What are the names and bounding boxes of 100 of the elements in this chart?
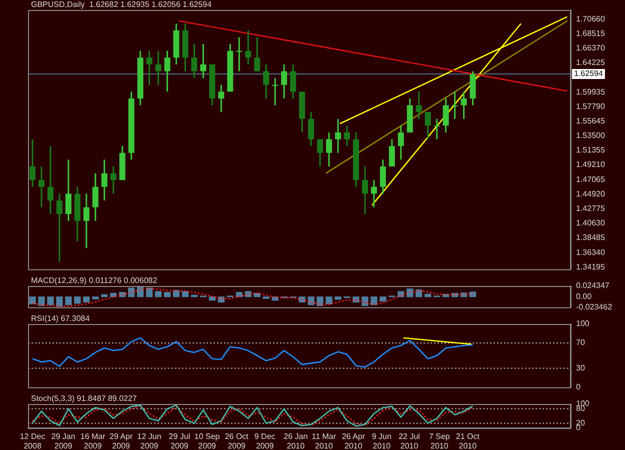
x-tick-label: 26 Apr 2010 (342, 432, 366, 450)
candlestick (380, 158, 386, 194)
x-tick-label: 10 Sep 2009 (194, 432, 220, 450)
candlestick (281, 64, 288, 100)
y-tick-label: 1.34195 (576, 262, 606, 272)
chart-title: RSI(14) 67.3084 (31, 314, 90, 324)
y-tick-label: 1.57790 (576, 102, 606, 111)
candlestick (424, 111, 431, 140)
candlestick (442, 98, 449, 134)
bar (83, 296, 90, 302)
candlestick (56, 192, 62, 262)
y-tick-label: 1.70660 (576, 14, 606, 24)
y-tick-label: 1.53500 (576, 131, 606, 140)
candlestick (335, 118, 342, 154)
candlestick (200, 43, 206, 79)
candlestick (416, 90, 422, 120)
candlestick (155, 50, 162, 86)
candlestick (236, 36, 242, 72)
x-tick-label: 16 Mar 2009 (80, 432, 106, 450)
y-tick-label: 30 (576, 363, 586, 372)
y-tick-label: 1.40630 (576, 218, 606, 228)
bar (308, 296, 314, 306)
bar (56, 296, 63, 307)
candlestick (164, 50, 170, 92)
candlestick (146, 50, 152, 86)
chart-title: Stoch(5,3,3) 91.8487 89.0227 (31, 394, 138, 404)
bar (29, 296, 36, 304)
y-tick-label: 1.38485 (576, 233, 606, 242)
bar (128, 288, 135, 298)
candlestick (434, 118, 440, 140)
candlestick (191, 43, 198, 79)
candlestick (452, 90, 458, 120)
bar (146, 288, 153, 298)
y-tick-label: 0 (576, 382, 581, 392)
x-tick-label: 12 Dec 2008 (20, 432, 46, 450)
bar (370, 296, 378, 306)
bar (182, 291, 189, 298)
x-tick-label: 12 Jun 2009 (137, 432, 162, 450)
candlestick (110, 166, 116, 194)
candlestick (344, 124, 350, 147)
candlestick (272, 77, 278, 106)
y-tick-label: 1.66370 (576, 44, 606, 53)
bar (74, 296, 81, 304)
bar (244, 291, 252, 298)
y-tick-label: 70 (576, 338, 586, 348)
y-tick-label: 1.55645 (576, 116, 606, 126)
x-tick-label: 11 Mar 2010 (312, 432, 336, 450)
candlestick (263, 64, 270, 100)
y-tick-label: 1.51355 (576, 146, 606, 155)
y-tick-label: 100 (576, 319, 590, 328)
bar (190, 294, 198, 298)
bar (262, 296, 270, 299)
y-tick-label: 0.00 (576, 292, 592, 301)
candlestick (290, 64, 296, 100)
y-tick-label: 1.42775 (576, 204, 606, 214)
y-tick-label: 1.68515 (576, 28, 606, 38)
bar (154, 291, 162, 298)
candlestick (47, 145, 54, 215)
y-tick-label: 1.49210 (576, 160, 606, 170)
x-tick-label: 21 Oct 2010 (456, 432, 480, 450)
x-tick-label: 7 Sep 2010 (428, 432, 450, 450)
bar (164, 292, 171, 298)
x-tick-label: 9 Jun 2010 (372, 432, 392, 450)
x-tick-label: 26 Oct 2009 (224, 432, 250, 450)
candlestick (388, 138, 395, 168)
bar (380, 296, 386, 302)
bar (334, 296, 342, 300)
candlestick (254, 36, 260, 72)
ref-line-label: 1.62594 (574, 69, 604, 78)
bar (38, 296, 45, 306)
bar (316, 296, 324, 306)
x-tick-label: 26 Jan 2010 (284, 432, 308, 450)
candlestick (101, 158, 108, 202)
candlestick (460, 90, 467, 120)
bar (101, 294, 108, 298)
bar (406, 288, 414, 298)
y-tick-label: 0.024347 (576, 281, 610, 290)
bar (47, 296, 54, 306)
y-tick-label: 1.44920 (576, 189, 606, 198)
y-tick-label: 1.36340 (576, 248, 606, 257)
chart-title: MACD(12,26,9) 0.011276 0.006082 (31, 276, 158, 286)
candlestick (326, 132, 332, 168)
candlestick (317, 138, 324, 168)
x-tick-label: 29 Jan 2009 (51, 432, 76, 450)
y-tick-label: 1.47065 (576, 174, 606, 184)
candlestick (38, 166, 44, 208)
x-tick-label: 29 Apr 2009 (109, 432, 133, 450)
x-tick-label: 29 Jul 2009 (168, 432, 190, 450)
bar (326, 296, 332, 304)
candlestick (398, 124, 404, 160)
candlestick (362, 166, 368, 215)
candlestick (308, 111, 314, 147)
candlestick (245, 30, 252, 66)
bar (92, 296, 99, 300)
bar (362, 296, 368, 306)
chart-title: GBPUSD,Daily 1.62682 1.62935 1.62056 1.62594 (31, 0, 212, 10)
y-tick-label: 1.59935 (576, 87, 606, 96)
x-tick-label: 22 Jul 2010 (398, 432, 420, 450)
candlestick (83, 192, 90, 249)
y-tick-label: -0.023462 (576, 302, 613, 312)
